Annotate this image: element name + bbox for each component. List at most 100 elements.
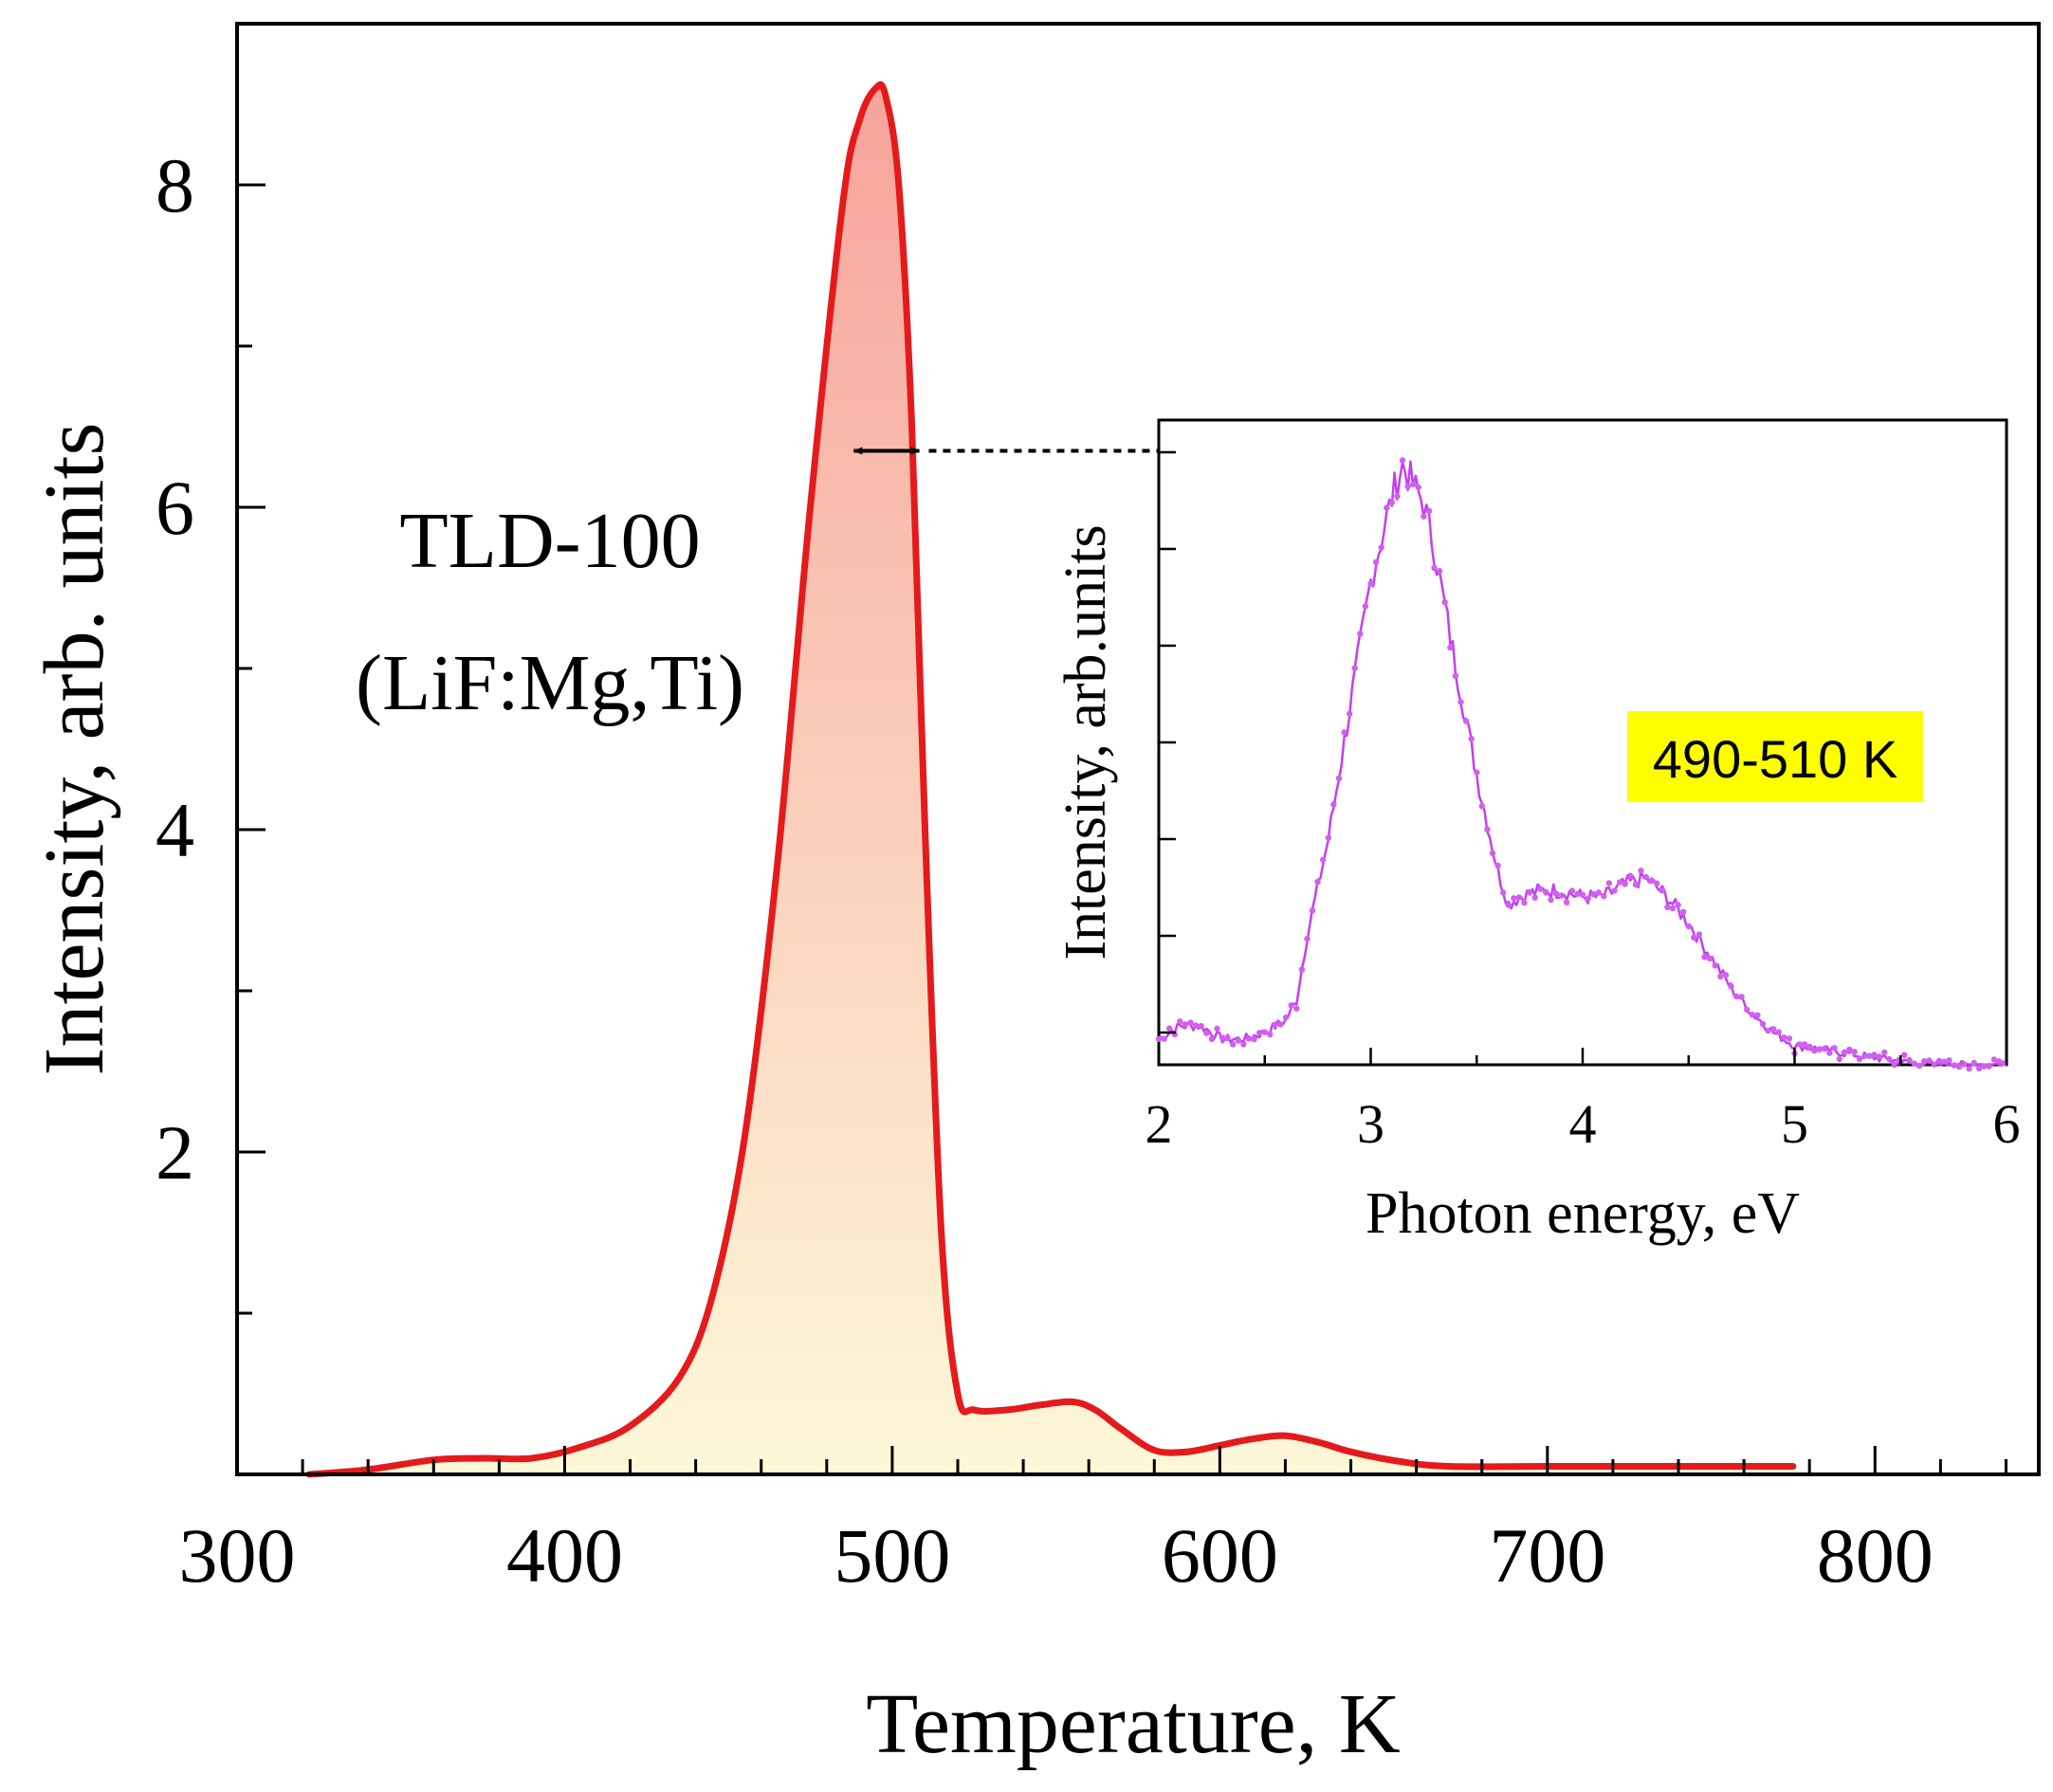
x-tick-label: 300 (179, 1512, 296, 1599)
spectrum-point (1288, 1002, 1294, 1009)
inset-plot: 2 3 4 5 6 Photon energy, eV Intensity, arb.u… (1054, 418, 2021, 1246)
spectrum-point (1579, 891, 1586, 898)
spectrum-point (1717, 973, 1724, 980)
x-tick-label: 800 (1817, 1512, 1934, 1599)
emission-spectrum-points (1155, 457, 2007, 1072)
inset-x-axis-label: Photon energy, eV (1366, 1181, 1800, 1246)
spectrum-point (1267, 1031, 1274, 1038)
spectrum-point (1856, 1055, 1863, 1063)
spectrum-point (1198, 1023, 1204, 1030)
spectrum-point (1161, 1035, 1167, 1042)
main-axis-ticks (235, 183, 2007, 1474)
glow-curve-line (305, 81, 1797, 1478)
spectrum-point (1219, 1034, 1226, 1041)
spectrum-point (1293, 1005, 1300, 1012)
spectrum-point (1611, 887, 1618, 894)
spectrum-point (1701, 954, 1708, 960)
spectrum-point (1474, 769, 1480, 776)
spectrum-point (1325, 834, 1332, 841)
main-tick-labels: 300 400 500 600 700 800 2 4 6 8 (156, 142, 1934, 1599)
spectrum-point (1749, 1011, 1756, 1018)
spectrum-point (1926, 1057, 1933, 1064)
spectrum-point (1866, 1052, 1873, 1059)
spectrum-point (1452, 672, 1459, 679)
spectrum-point (1744, 1006, 1751, 1014)
spectrum-point (1931, 1061, 1937, 1068)
inset-x-tick-label: 5 (1781, 1093, 1808, 1155)
spectrum-point (1500, 889, 1507, 896)
spectrum-point (1251, 1035, 1257, 1043)
spectrum-point (1627, 872, 1634, 879)
spectrum-point (1531, 894, 1538, 901)
spectrum-point (1558, 892, 1565, 899)
spectrum-point (1691, 934, 1697, 941)
sample-name-label: TLD-100 (399, 497, 700, 585)
sample-composition-label: (LiF:Mg,Ti) (356, 639, 744, 727)
spectrum-point (1590, 890, 1597, 898)
spectrum-point (1240, 1041, 1247, 1048)
spectrum-point (1330, 801, 1337, 808)
spectrum-point (1421, 513, 1427, 520)
spectrum-point (1775, 1029, 1782, 1035)
spectrum-point (1314, 878, 1321, 886)
spectrum-point (1901, 1051, 1908, 1058)
spectrum-point (1564, 899, 1570, 905)
spectrum-point (1362, 603, 1369, 610)
spectrum-point (1515, 894, 1523, 901)
spectrum-point (1494, 862, 1501, 869)
inset-x-tick-label: 3 (1357, 1093, 1384, 1155)
spectrum-point (1447, 644, 1454, 651)
spectrum-point (1399, 457, 1406, 464)
spectrum-point (1384, 504, 1390, 511)
spectrum-point (1441, 599, 1448, 606)
spectrum-point (1235, 1037, 1242, 1044)
spectrum-point (1182, 1021, 1189, 1028)
x-axis-label: Temperature, K (866, 1677, 1400, 1771)
inset-x-tick-label: 6 (1993, 1093, 2021, 1155)
spectrum-point (1796, 1041, 1804, 1048)
spectrum-point (1548, 896, 1554, 904)
spectrum-point (1816, 1046, 1824, 1052)
spectrum-point (1187, 1019, 1194, 1026)
spectrum-point (1836, 1055, 1843, 1063)
spectrum-point (1826, 1050, 1833, 1056)
spectrum-point (1357, 631, 1364, 637)
spectrum-point (1821, 1046, 1828, 1052)
spectrum-point (1256, 1030, 1263, 1036)
spectrum-point (1946, 1057, 1952, 1064)
spectrum-point (1521, 899, 1528, 906)
spectrum-point (1585, 895, 1591, 902)
spectrum-point (1574, 890, 1581, 897)
x-tick-label: 500 (834, 1512, 950, 1599)
spectrum-point (1272, 1021, 1279, 1028)
spectrum-point (1552, 890, 1560, 897)
inset-x-tick-label: 4 (1569, 1093, 1597, 1155)
spectrum-point (1537, 886, 1544, 892)
spectrum-point (1754, 1012, 1761, 1018)
spectrum-point (1462, 718, 1470, 724)
spectrum-point (1304, 936, 1311, 942)
spectrum-point (1347, 710, 1353, 717)
spectrum-point (1484, 826, 1491, 832)
spectrum-point (1415, 484, 1422, 491)
y-tick-label: 2 (156, 1109, 194, 1196)
spectrum-point (1921, 1058, 1928, 1065)
spectrum-point (1478, 803, 1486, 810)
spectrum-point (1335, 775, 1343, 781)
window-label: 490-510 K (1653, 729, 1897, 789)
spectrum-point (1712, 962, 1718, 969)
spectrum-point (1906, 1056, 1913, 1064)
spectrum-point (1410, 481, 1417, 488)
spectrum-point (1851, 1049, 1858, 1055)
spectrum-point (1404, 483, 1411, 490)
spectrum-point (1955, 1063, 1963, 1070)
spectrum-point (1595, 889, 1603, 896)
spectrum-point (1738, 994, 1745, 1000)
y-tick-label: 6 (156, 465, 194, 551)
spectrum-point (1468, 736, 1475, 742)
spectrum-point (1245, 1035, 1253, 1042)
spectrum-point (1230, 1041, 1237, 1048)
inset-x-tick-label: 2 (1146, 1093, 1173, 1155)
spectrum-point (1781, 1033, 1787, 1041)
